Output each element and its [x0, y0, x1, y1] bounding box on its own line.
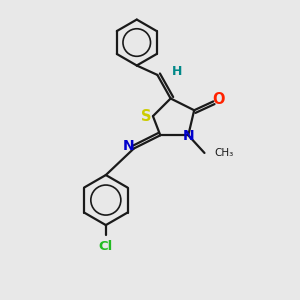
- Text: H: H: [172, 65, 183, 79]
- Text: Cl: Cl: [99, 240, 113, 253]
- Text: N: N: [183, 129, 195, 143]
- Text: N: N: [123, 139, 134, 153]
- Text: O: O: [212, 92, 225, 106]
- Text: CH₃: CH₃: [214, 148, 233, 158]
- Text: S: S: [141, 109, 152, 124]
